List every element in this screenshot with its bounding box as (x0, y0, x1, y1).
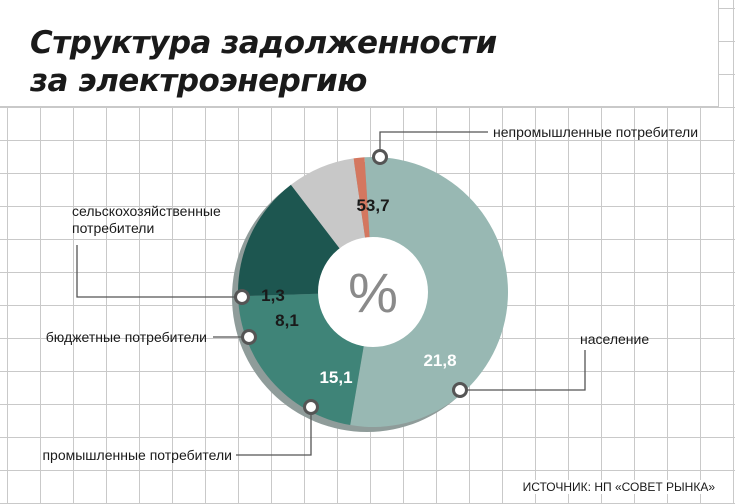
leader-line-5 (76, 245, 242, 298)
leader-dot-1 (372, 149, 388, 165)
slice-value-label-5: 1,3 (261, 286, 285, 305)
pie-slice-1 (350, 156, 509, 427)
leader-dot-5 (234, 289, 250, 305)
title-panel: Структура задолженности за электроэнерги… (0, 0, 719, 107)
leader-dot-3 (303, 399, 319, 415)
leader-lines (76, 131, 586, 456)
chart-title-line-1: Структура задолженности (30, 25, 497, 61)
chart-title: Структура задолженности за электроэнерги… (30, 24, 497, 100)
leader-line-3 (236, 407, 312, 456)
slice-value-labels: 53,7 21,8 15,1 8,1 1,3 (261, 196, 456, 387)
slice-category-label-3: промышленные потребители (42, 447, 232, 463)
slice-category-labels: непромышленные потребители население промы… (42, 124, 698, 463)
slice-value-label-2: 21,8 (423, 351, 456, 370)
leader-dot-4 (241, 329, 257, 345)
slice-category-label-2: население (580, 331, 649, 347)
center-percent-label: % (348, 261, 398, 324)
slice-value-label-1: 53,7 (356, 196, 389, 215)
slice-category-label-4: бюджетные потребители (46, 329, 207, 345)
chart-title-line-2: за электроэнергию (30, 63, 367, 99)
leader-line-1 (379, 131, 488, 157)
slice-value-label-3: 15,1 (319, 368, 352, 387)
leader-dot-2 (452, 382, 468, 398)
slice-value-label-4: 8,1 (275, 311, 299, 330)
donut-slices (238, 156, 509, 427)
source-note: ИСТОЧНИК: НП «СОВЕТ РЫНКА» (520, 480, 717, 494)
slice-category-label-5-line-2: потребители (72, 220, 154, 236)
donut-hole (318, 237, 428, 347)
slice-category-label-1: непромышленные потребители (493, 124, 698, 140)
slice-category-label-5-line-1: сельскохозяйственные (72, 203, 221, 219)
leader-line-2 (460, 350, 586, 391)
